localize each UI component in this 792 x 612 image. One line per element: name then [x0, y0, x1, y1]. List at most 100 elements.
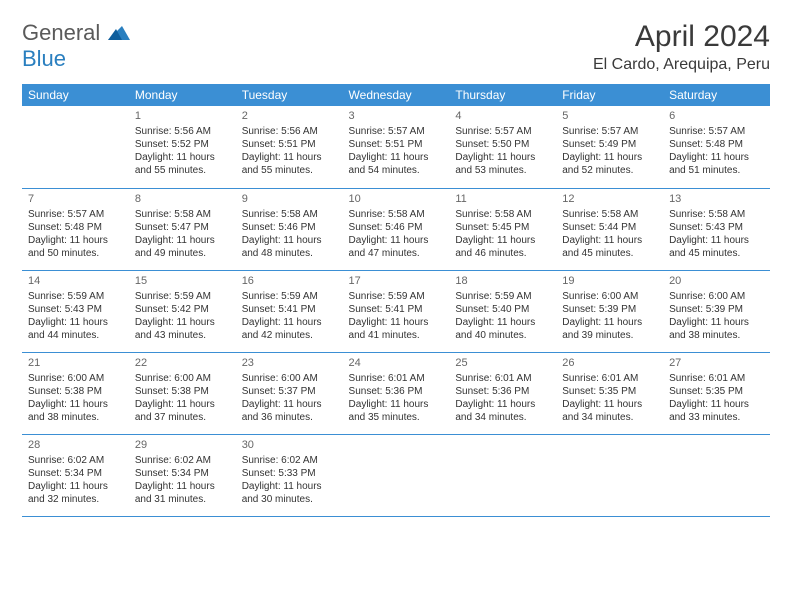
logo: General Blue [22, 20, 130, 72]
calendar-table: Sunday Monday Tuesday Wednesday Thursday… [22, 84, 770, 517]
sunrise-label: Sunrise: 5:57 AM [669, 125, 764, 138]
calendar-day-cell [449, 434, 556, 516]
calendar-day-cell: 2Sunrise: 5:56 AMSunset: 5:51 PMDaylight… [236, 106, 343, 188]
logo-shape-icon [108, 20, 130, 46]
sunset-label: Sunset: 5:52 PM [135, 138, 230, 151]
sunset-label: Sunset: 5:39 PM [562, 303, 657, 316]
weekday-header: Thursday [449, 84, 556, 106]
sunrise-label: Sunrise: 6:00 AM [28, 372, 123, 385]
calendar-day-cell: 19Sunrise: 6:00 AMSunset: 5:39 PMDayligh… [556, 270, 663, 352]
day-number: 11 [455, 192, 550, 206]
daylight-label: Daylight: 11 hours and 48 minutes. [242, 234, 337, 260]
sunrise-label: Sunrise: 6:01 AM [455, 372, 550, 385]
calendar-day-cell: 28Sunrise: 6:02 AMSunset: 5:34 PMDayligh… [22, 434, 129, 516]
sunset-label: Sunset: 5:38 PM [28, 385, 123, 398]
sunset-label: Sunset: 5:48 PM [669, 138, 764, 151]
day-number: 20 [669, 274, 764, 288]
sunrise-label: Sunrise: 6:00 AM [562, 290, 657, 303]
daylight-label: Daylight: 11 hours and 53 minutes. [455, 151, 550, 177]
daylight-label: Daylight: 11 hours and 51 minutes. [669, 151, 764, 177]
calendar-week-row: 21Sunrise: 6:00 AMSunset: 5:38 PMDayligh… [22, 352, 770, 434]
sunrise-label: Sunrise: 5:58 AM [455, 208, 550, 221]
day-number: 29 [135, 438, 230, 452]
calendar-day-cell: 17Sunrise: 5:59 AMSunset: 5:41 PMDayligh… [343, 270, 450, 352]
sunset-label: Sunset: 5:39 PM [669, 303, 764, 316]
calendar-day-cell: 1Sunrise: 5:56 AMSunset: 5:52 PMDaylight… [129, 106, 236, 188]
calendar-day-cell: 3Sunrise: 5:57 AMSunset: 5:51 PMDaylight… [343, 106, 450, 188]
daylight-label: Daylight: 11 hours and 34 minutes. [455, 398, 550, 424]
weekday-header: Tuesday [236, 84, 343, 106]
sunrise-label: Sunrise: 6:02 AM [242, 454, 337, 467]
sunset-label: Sunset: 5:41 PM [349, 303, 444, 316]
day-number: 2 [242, 109, 337, 123]
daylight-label: Daylight: 11 hours and 44 minutes. [28, 316, 123, 342]
day-number: 23 [242, 356, 337, 370]
calendar-day-cell: 5Sunrise: 5:57 AMSunset: 5:49 PMDaylight… [556, 106, 663, 188]
daylight-label: Daylight: 11 hours and 38 minutes. [669, 316, 764, 342]
sunrise-label: Sunrise: 5:59 AM [135, 290, 230, 303]
weekday-header: Wednesday [343, 84, 450, 106]
sunrise-label: Sunrise: 6:00 AM [669, 290, 764, 303]
sunset-label: Sunset: 5:46 PM [349, 221, 444, 234]
daylight-label: Daylight: 11 hours and 33 minutes. [669, 398, 764, 424]
sunrise-label: Sunrise: 5:59 AM [455, 290, 550, 303]
calendar-header-row: Sunday Monday Tuesday Wednesday Thursday… [22, 84, 770, 106]
calendar-day-cell: 27 Sunrise: 6:01 AMSunset: 5:35 PMDayligh… [663, 352, 770, 434]
location-label: El Cardo, Arequipa, Peru [593, 56, 770, 74]
sunrise-label: Sunrise: 6:01 AM [562, 372, 657, 385]
day-number: 13 [669, 192, 764, 206]
sunrise-label: Sunrise: 6:01 AM [669, 372, 764, 385]
weekday-header: Saturday [663, 84, 770, 106]
calendar-day-cell: 4Sunrise: 5:57 AMSunset: 5:50 PMDaylight… [449, 106, 556, 188]
calendar-day-cell: 15Sunrise: 5:59 AMSunset: 5:42 PMDayligh… [129, 270, 236, 352]
calendar-day-cell: 8Sunrise: 5:58 AMSunset: 5:47 PMDaylight… [129, 188, 236, 270]
day-number: 5 [562, 109, 657, 123]
calendar-week-row: 7Sunrise: 5:57 AMSunset: 5:48 PMDaylight… [22, 188, 770, 270]
calendar-day-cell: 10Sunrise: 5:58 AMSunset: 5:46 PMDayligh… [343, 188, 450, 270]
calendar-body: 1Sunrise: 5:56 AMSunset: 5:52 PMDaylight… [22, 106, 770, 516]
sunset-label: Sunset: 5:37 PM [242, 385, 337, 398]
day-number: 27 [669, 356, 764, 370]
calendar-day-cell: 22Sunrise: 6:00 AMSunset: 5:38 PMDayligh… [129, 352, 236, 434]
day-number: 4 [455, 109, 550, 123]
calendar-day-cell [22, 106, 129, 188]
daylight-label: Daylight: 11 hours and 54 minutes. [349, 151, 444, 177]
logo-text-blue: Blue [22, 46, 66, 71]
sunrise-label: Sunrise: 6:02 AM [28, 454, 123, 467]
calendar-day-cell: 11Sunrise: 5:58 AMSunset: 5:45 PMDayligh… [449, 188, 556, 270]
sunset-label: Sunset: 5:36 PM [455, 385, 550, 398]
daylight-label: Daylight: 11 hours and 45 minutes. [562, 234, 657, 260]
daylight-label: Daylight: 11 hours and 42 minutes. [242, 316, 337, 342]
day-number: 28 [28, 438, 123, 452]
sunset-label: Sunset: 5:38 PM [135, 385, 230, 398]
daylight-label: Daylight: 11 hours and 37 minutes. [135, 398, 230, 424]
sunset-label: Sunset: 5:35 PM [669, 385, 764, 398]
daylight-label: Daylight: 11 hours and 31 minutes. [135, 480, 230, 506]
calendar-day-cell: 30Sunrise: 6:02 AMSunset: 5:33 PMDayligh… [236, 434, 343, 516]
calendar-day-cell: 21Sunrise: 6:00 AMSunset: 5:38 PMDayligh… [22, 352, 129, 434]
daylight-label: Daylight: 11 hours and 40 minutes. [455, 316, 550, 342]
page-title: April 2024 [593, 20, 770, 54]
daylight-label: Daylight: 11 hours and 45 minutes. [669, 234, 764, 260]
sunrise-label: Sunrise: 6:01 AM [349, 372, 444, 385]
calendar-week-row: 14Sunrise: 5:59 AMSunset: 5:43 PMDayligh… [22, 270, 770, 352]
daylight-label: Daylight: 11 hours and 39 minutes. [562, 316, 657, 342]
daylight-label: Daylight: 11 hours and 43 minutes. [135, 316, 230, 342]
sunset-label: Sunset: 5:40 PM [455, 303, 550, 316]
sunrise-label: Sunrise: 5:58 AM [349, 208, 444, 221]
day-number: 21 [28, 356, 123, 370]
calendar-day-cell: 29Sunrise: 6:02 AMSunset: 5:34 PMDayligh… [129, 434, 236, 516]
day-number: 9 [242, 192, 337, 206]
calendar-day-cell: 7Sunrise: 5:57 AMSunset: 5:48 PMDaylight… [22, 188, 129, 270]
weekday-header: Monday [129, 84, 236, 106]
sunrise-label: Sunrise: 5:59 AM [242, 290, 337, 303]
sunset-label: Sunset: 5:34 PM [28, 467, 123, 480]
daylight-label: Daylight: 11 hours and 46 minutes. [455, 234, 550, 260]
weekday-header: Friday [556, 84, 663, 106]
sunset-label: Sunset: 5:41 PM [242, 303, 337, 316]
sunrise-label: Sunrise: 5:58 AM [242, 208, 337, 221]
day-number: 25 [455, 356, 550, 370]
title-block: April 2024 El Cardo, Arequipa, Peru [593, 20, 770, 74]
sunrise-label: Sunrise: 5:58 AM [135, 208, 230, 221]
sunset-label: Sunset: 5:49 PM [562, 138, 657, 151]
